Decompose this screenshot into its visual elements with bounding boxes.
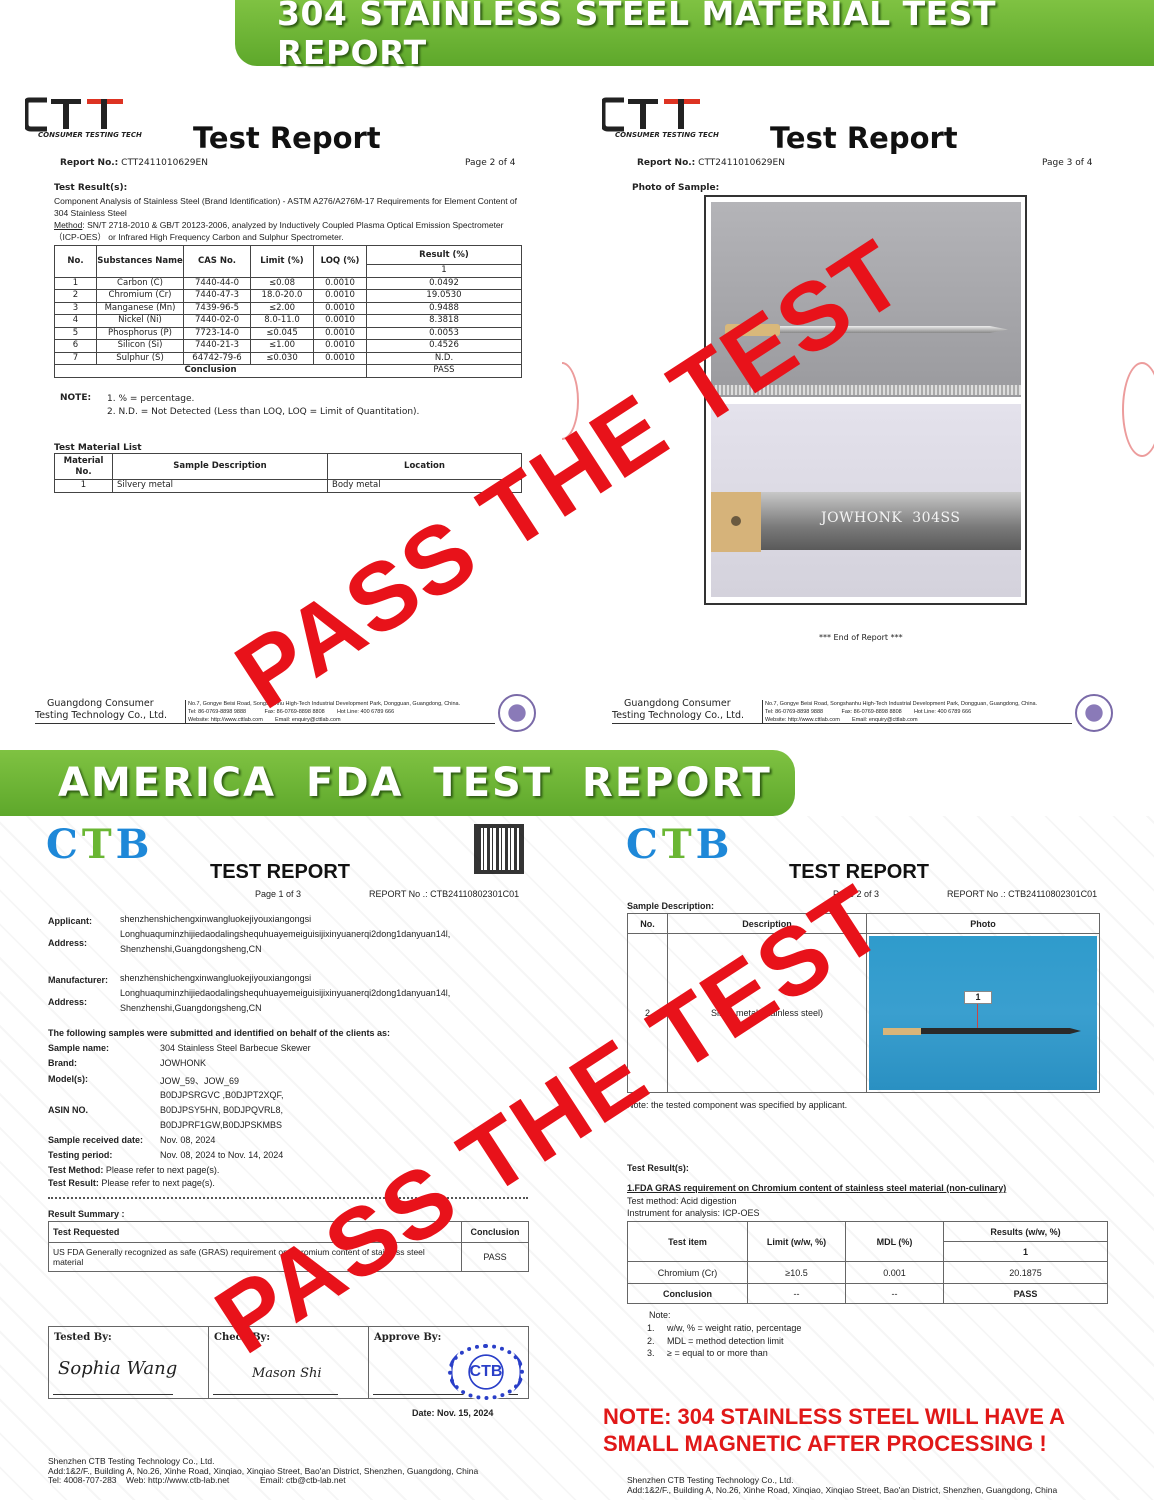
element-content-table: No. Substances Name CAS No. Limit (%) LOQ (%… <box>54 245 522 378</box>
material-list-heading: Test Material List <box>54 443 142 453</box>
sample-note: Note: the tested component was specified… <box>627 1100 848 1110</box>
manufacturer-value: shenzhenshichengxinwangluokejiyouxiangon… <box>120 973 312 983</box>
received-date: Nov. 08, 2024 <box>160 1135 216 1145</box>
ctb-logo: CTB <box>46 821 154 868</box>
page-number: Page 2 of 4 <box>465 158 516 168</box>
page-number: Page 1 of 3 <box>255 889 302 899</box>
tester-signature: Sophia Wang <box>58 1358 178 1379</box>
ctb-footer: Shenzhen CTB Testing Technology Co., Ltd… <box>627 1475 1058 1495</box>
photo-callout: 1 <box>964 991 992 1004</box>
sample-photo: 1 <box>869 936 1097 1090</box>
end-of-report: *** End of Report *** <box>819 633 903 642</box>
ctt-logo-icon <box>602 97 700 132</box>
table-row: 5 Phosphorus (P) 7723-14-0 ≤0.045 0.0010 0.00… <box>54 326 522 340</box>
material-list-table: Material No. Sample Description Location 1… <box>54 453 522 493</box>
ctt-footer: Guangdong Consumer Testing Technology Co… <box>612 694 1132 732</box>
sample-name: 304 Stainless Steel Barbecue Skewer <box>160 1043 311 1053</box>
report-no: CTT2411010629EN <box>698 158 785 168</box>
page-title: Test Report <box>770 121 958 155</box>
results-heading: Test Result(s): <box>54 183 128 193</box>
report-no: REPORT No .: CTB24110802301C01 <box>947 889 1098 899</box>
sample-photo-closeup: JOWHONK 304SS <box>711 404 1021 597</box>
magnetism-warning: NOTE: 304 STAINLESS STEEL WILL HAVE A SM… <box>603 1404 1066 1456</box>
qr-code-icon <box>474 824 524 874</box>
method-text: : SN/T 2718-2010 & GB/T 20123-2006, anal… <box>54 220 504 242</box>
ctt-logo-subtitle: CONSUMER TESTING TECH <box>38 131 142 139</box>
photo-heading: Photo of Sample: <box>632 183 720 193</box>
note-item: 1. % = percentage. <box>107 394 195 404</box>
signature-table: Tested By: Check By: Approve By: <box>48 1326 529 1399</box>
sample-photo-frame: JOWHONK 304SS <box>704 195 1027 605</box>
applicant-value: shenzhenshichengxinwangluokejiyouxiangon… <box>120 914 312 924</box>
test-description: Component Analysis of Stainless Steel (B… <box>54 196 518 218</box>
note-item: 1. w/w, % = weight ratio, percentage <box>647 1323 802 1333</box>
ctb-seal-icon: CTB <box>448 1344 524 1400</box>
method-label: Method <box>54 220 83 230</box>
note-item: 2. MDL = method detection limit <box>647 1335 784 1346</box>
result-summary-table: Test Requested Conclusion US FDA Generall… <box>48 1221 529 1272</box>
page-title: TEST REPORT <box>210 861 351 883</box>
table-row: 4 Nickel (Ni) 7440-02-0 8.0-11.0 0.0010 8.381… <box>54 314 522 328</box>
note-item: 3. ≥ = equal to or more than <box>647 1348 768 1358</box>
sample-photo-full <box>711 202 1021 397</box>
page-title: Test Report <box>193 121 381 155</box>
note-label: NOTE: <box>60 393 92 403</box>
table-row: US FDA Generally recognized as safe (GRA… <box>48 1242 529 1272</box>
ctb-report-page-1: CTB TEST REPORT Page 1 of 3 REPORT No .:… <box>0 816 577 1500</box>
accreditation-seal-icon <box>498 694 536 732</box>
report-no: REPORT No .: CTB24110802301C01 <box>369 889 520 899</box>
sample-description-table: No. Description Photo 2 Silver metal (stain… <box>627 913 1100 1093</box>
ctt-logo-icon <box>25 97 123 132</box>
accreditation-seal-icon <box>1075 694 1113 732</box>
table-row: 6 Silicon (Si) 7440-21-3 ≤1.00 0.0010 0.4526 <box>54 339 522 353</box>
models-value: JOW_59、JOW_69 <box>160 1076 240 1086</box>
engraving-text: JOWHONK 304SS <box>761 492 1021 550</box>
brand-value: JOWHONK <box>160 1058 206 1068</box>
table-row: 1 Silvery metal Body metal <box>54 479 522 493</box>
note-item: 2. N.D. = Not Detected (Less than LOQ, L… <box>107 406 420 417</box>
applicant-address: Longhuaquminzhijiedaodalingshequhuayemei… <box>120 929 451 939</box>
chromium-results-table: Test item Limit (w/w, %) MDL (%) Results (w… <box>627 1221 1108 1304</box>
test-title: 1.FDA GRAS requirement on Chromium conte… <box>627 1183 1007 1193</box>
ctb-footer: Shenzhen CTB Testing Technology Co., Ltd… <box>48 1456 479 1485</box>
top-banner-title: 304 STAINLESS STEEL MATERIAL TEST REPORT <box>277 0 996 72</box>
report-no: CTT2411010629EN <box>121 158 208 168</box>
approval-date: Date: Nov. 15, 2024 <box>412 1408 494 1418</box>
table-row: 3 Manganese (Mn) 7439-96-5 ≤2.00 0.0010 0.948… <box>54 301 522 315</box>
table-row: 2 Silver metal (stainless steel) 1 <box>627 933 1100 1093</box>
table-row: Chromium (Cr) ≥10.5 0.001 20.1875 <box>627 1261 1108 1284</box>
top-banner: 304 STAINLESS STEEL MATERIAL TEST REPORT <box>235 0 1154 72</box>
ctb-report-page-2: CTB TEST REPORT Page 2 of 3 REPORT No .:… <box>577 816 1154 1500</box>
testing-period: Nov. 08, 2024 to Nov. 14, 2024 <box>160 1150 284 1160</box>
page-title: TEST REPORT <box>789 861 930 883</box>
ctt-logo-subtitle: CONSUMER TESTING TECH <box>615 131 719 139</box>
table-row: Conclusion -- -- PASS <box>627 1283 1108 1304</box>
red-seal-icon <box>1122 362 1154 457</box>
checker-signature: Mason Shi <box>252 1366 322 1381</box>
table-row: 1 Carbon (C) 7440-44-0 ≤0.08 0.0010 0.0492 <box>54 276 522 290</box>
table-row: 7 Sulphur (S) 64742-79-6 ≤0.030 0.0010 N.D. <box>54 351 522 365</box>
fda-banner: AMERICA FDA TEST REPORT <box>0 750 795 816</box>
fda-banner-title: AMERICA FDA TEST REPORT <box>58 760 772 806</box>
ctb-logo: CTB <box>626 821 734 868</box>
conclusion-row: Conclusion PASS <box>54 364 522 378</box>
table-row: 2 Chromium (Cr) 7440-47-3 18.0-20.0 0.0010 19… <box>54 289 522 303</box>
report-no-label: Report No.: <box>60 158 119 168</box>
page-number: Page 2 of 3 <box>833 889 880 899</box>
ctt-footer: Guangdong Consumer Testing Technology Co… <box>35 694 536 732</box>
manufacturer-address: Longhuaquminzhijiedaodalingshequhuayemei… <box>120 988 451 998</box>
page-number: Page 3 of 4 <box>1042 158 1093 168</box>
